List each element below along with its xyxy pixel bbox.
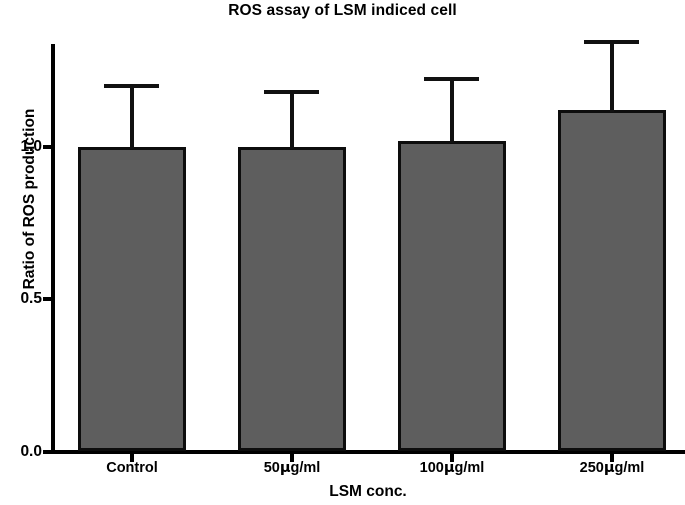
errorbar-cap-control xyxy=(104,84,159,88)
errorbar-cap-100ug xyxy=(424,77,479,81)
mu-symbol-250ug: μ xyxy=(603,460,615,476)
x-category-100ug-unit: g/ml xyxy=(454,460,485,476)
x-axis-line xyxy=(51,450,685,454)
x-category-label-control: Control xyxy=(106,460,158,476)
errorbar-stem-control xyxy=(130,84,134,149)
chart-title: ROS assay of LSM indiced cell xyxy=(228,2,457,19)
x-axis-title: LSM conc. xyxy=(329,483,407,500)
y-tick-label-0: 0.0 xyxy=(20,443,42,460)
bar-control xyxy=(78,147,186,451)
errorbar-cap-50ug xyxy=(264,90,319,94)
y-tick-label-2: 1.0 xyxy=(20,138,42,155)
bar-100ug xyxy=(398,141,506,451)
x-category-250ug-value: 250 xyxy=(579,460,604,476)
x-category-label-50ug: 50μg/ml xyxy=(228,460,356,476)
errorbar-stem-50ug xyxy=(290,90,294,149)
y-tick-mark-1 xyxy=(43,297,52,301)
x-tick-mark-2 xyxy=(450,453,454,462)
y-tick-mark-2 xyxy=(43,145,52,149)
y-axis-line xyxy=(51,44,55,454)
y-tick-label-1: 0.5 xyxy=(20,290,42,307)
bar-50ug xyxy=(238,147,346,451)
y-axis-title: Ratio of ROS production xyxy=(21,108,38,290)
x-category-label-250ug: 250μg/ml xyxy=(548,460,676,476)
x-category-50ug-value: 50 xyxy=(263,460,280,476)
mu-symbol-100ug: μ xyxy=(443,460,455,476)
x-category-100ug-value: 100 xyxy=(419,460,444,476)
errorbar-cap-250ug xyxy=(584,40,639,44)
x-tick-mark-3 xyxy=(610,453,614,462)
x-category-50ug-unit: g/ml xyxy=(290,460,321,476)
x-category-250ug-unit: g/ml xyxy=(614,460,645,476)
x-category-label-100ug: 100μg/ml xyxy=(388,460,516,476)
bar-250ug xyxy=(558,110,666,451)
x-tick-mark-1 xyxy=(290,453,294,462)
errorbar-stem-100ug xyxy=(450,77,454,143)
x-tick-mark-0 xyxy=(130,453,134,462)
y-tick-mark-0 xyxy=(43,450,52,454)
mu-symbol-50ug: μ xyxy=(279,460,291,476)
errorbar-stem-250ug xyxy=(610,40,614,112)
